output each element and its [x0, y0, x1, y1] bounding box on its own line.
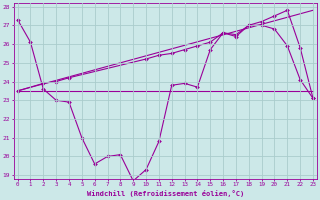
X-axis label: Windchill (Refroidissement éolien,°C): Windchill (Refroidissement éolien,°C) [87, 190, 244, 197]
